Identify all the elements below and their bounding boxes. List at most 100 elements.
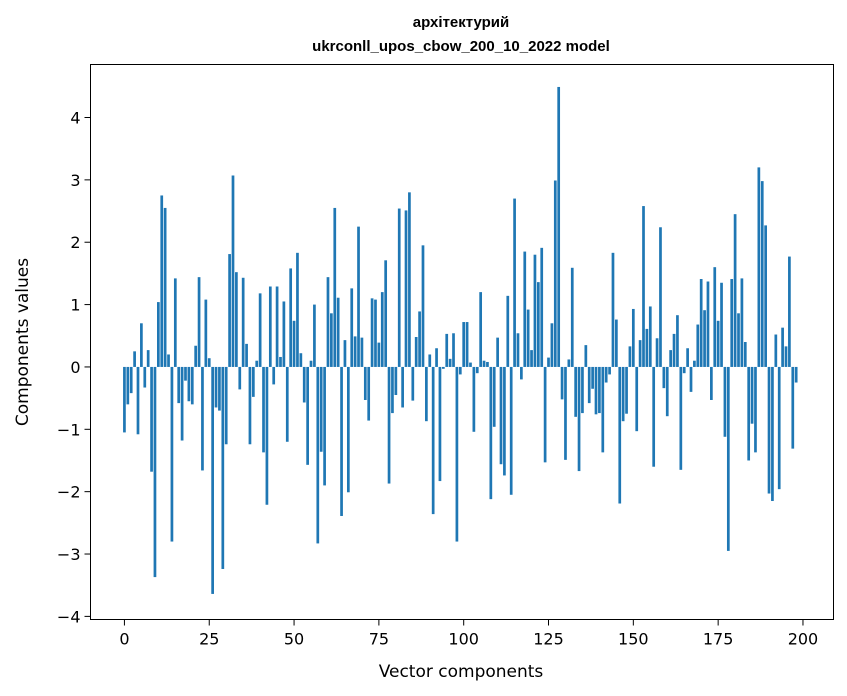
bar xyxy=(710,366,713,400)
bar xyxy=(262,366,265,453)
bar xyxy=(428,354,432,367)
bar xyxy=(723,366,727,437)
bar xyxy=(570,267,574,367)
y-axis-label: Components values xyxy=(13,258,33,426)
bar xyxy=(224,366,228,445)
bar xyxy=(363,366,367,400)
bar xyxy=(418,311,421,367)
bar xyxy=(146,350,150,367)
bar xyxy=(482,360,486,367)
bar xyxy=(190,366,194,405)
bar xyxy=(530,350,533,367)
bar xyxy=(560,366,564,400)
bar xyxy=(170,366,174,542)
bar xyxy=(248,366,252,445)
bar xyxy=(564,366,567,460)
x-tick-label: 75 xyxy=(369,630,389,649)
bar xyxy=(496,337,499,367)
x-tick-label: 25 xyxy=(199,630,219,649)
bar xyxy=(615,319,618,367)
bar xyxy=(265,366,269,505)
bar xyxy=(380,292,384,367)
bar xyxy=(737,313,740,367)
bar xyxy=(177,366,181,404)
bar xyxy=(557,86,561,367)
bar xyxy=(333,207,337,367)
bar xyxy=(279,356,282,367)
bar xyxy=(367,366,371,421)
bar xyxy=(458,366,462,375)
bar xyxy=(665,366,669,417)
x-axis-label: Vector components xyxy=(379,662,544,682)
bar xyxy=(594,366,598,415)
bar xyxy=(150,366,153,472)
bar xyxy=(136,366,140,435)
bar xyxy=(404,210,408,367)
x-tick-label: 100 xyxy=(448,630,479,649)
bar xyxy=(781,327,784,367)
bar xyxy=(465,322,469,367)
y-tick-label: −1 xyxy=(57,420,81,439)
bar xyxy=(207,358,211,367)
bar xyxy=(598,366,601,414)
bar xyxy=(231,175,235,367)
bar xyxy=(343,340,347,367)
bar xyxy=(479,292,483,367)
bar xyxy=(777,366,781,490)
bar xyxy=(370,298,374,367)
bar xyxy=(153,366,157,578)
bar xyxy=(509,366,513,495)
bar xyxy=(346,366,350,493)
bar xyxy=(543,366,547,463)
bar xyxy=(401,366,404,408)
bar xyxy=(642,206,645,367)
bar xyxy=(340,366,343,516)
bar xyxy=(448,358,452,367)
y-tick-label: 0 xyxy=(70,358,80,377)
y-tick-label: 3 xyxy=(70,171,80,190)
bar xyxy=(214,366,218,408)
bar xyxy=(129,366,133,394)
bar xyxy=(435,348,438,367)
y-tick-label: −2 xyxy=(57,483,81,502)
bar xyxy=(126,366,130,405)
y-axis-ticks: −4 −3 −2 −1 0 1 2 3 4 xyxy=(57,109,91,626)
bar xyxy=(550,323,554,367)
bar xyxy=(516,333,520,367)
bar xyxy=(353,336,357,367)
bar xyxy=(618,366,622,504)
bar xyxy=(441,366,445,369)
bar xyxy=(604,366,608,383)
bar xyxy=(754,366,757,453)
bar xyxy=(523,251,527,367)
bar xyxy=(526,309,530,367)
bar xyxy=(547,357,550,367)
plot-frame xyxy=(90,64,834,620)
bar xyxy=(397,208,401,367)
x-tick-label: 200 xyxy=(788,630,819,649)
bar xyxy=(425,366,428,422)
bar xyxy=(201,366,204,471)
bar xyxy=(143,366,147,388)
bar xyxy=(455,366,459,542)
bar xyxy=(421,245,425,367)
bar xyxy=(662,366,666,389)
bar xyxy=(771,366,774,502)
bar xyxy=(414,337,418,367)
bar xyxy=(788,256,791,367)
x-tick-label: 150 xyxy=(618,630,649,649)
bar xyxy=(767,366,771,494)
bar xyxy=(730,279,734,367)
bar xyxy=(238,366,242,390)
bar xyxy=(160,195,164,367)
bar xyxy=(187,366,191,402)
bar xyxy=(313,304,316,367)
bar xyxy=(499,366,503,465)
bar xyxy=(740,278,744,367)
bar xyxy=(258,293,262,367)
bar xyxy=(285,366,289,442)
bar xyxy=(245,343,248,367)
bar xyxy=(309,360,313,367)
bar xyxy=(387,366,391,484)
x-tick-label: 0 xyxy=(119,630,129,649)
